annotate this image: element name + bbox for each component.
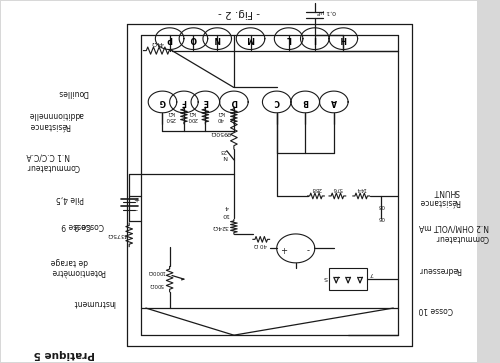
Text: +: + bbox=[134, 195, 140, 201]
Text: 4: 4 bbox=[224, 204, 228, 209]
Text: O: O bbox=[190, 34, 196, 43]
Text: Commutateur
N.1 C.C/C.A: Commutateur N.1 C.C/C.A bbox=[26, 152, 79, 171]
Text: I: I bbox=[314, 34, 316, 43]
Text: P: P bbox=[167, 34, 172, 43]
Text: 7: 7 bbox=[369, 271, 373, 276]
Text: 06: 06 bbox=[378, 215, 385, 220]
Text: A: A bbox=[331, 97, 337, 106]
Text: Douilles: Douilles bbox=[58, 89, 88, 97]
Text: 4375Ω: 4375Ω bbox=[107, 232, 128, 237]
Text: +: + bbox=[280, 244, 287, 253]
Text: Résistance
additionnnelle: Résistance additionnnelle bbox=[29, 110, 84, 130]
Text: Pile 4,5: Pile 4,5 bbox=[56, 194, 84, 203]
Text: S: S bbox=[324, 275, 327, 280]
Text: 288: 288 bbox=[310, 185, 321, 191]
Text: 250
kΩ: 250 kΩ bbox=[166, 110, 176, 121]
Text: 08: 08 bbox=[378, 203, 385, 208]
Text: Cosse 10: Cosse 10 bbox=[418, 305, 453, 314]
Text: C: C bbox=[274, 97, 280, 106]
Text: Instrument: Instrument bbox=[72, 298, 115, 307]
Text: 200
kΩ: 200 kΩ bbox=[187, 110, 198, 121]
Text: 0,1 μF: 0,1 μF bbox=[317, 9, 336, 14]
Text: - Fig. 2 -: - Fig. 2 - bbox=[218, 8, 260, 19]
Text: 9950Ω: 9950Ω bbox=[210, 130, 231, 135]
Text: Commutateur
N.2 OHM/VOLT mA: Commutateur N.2 OHM/VOLT mA bbox=[418, 223, 488, 242]
Text: G: G bbox=[160, 97, 166, 106]
Text: Cosse 9: Cosse 9 bbox=[62, 221, 91, 230]
Bar bbox=[329, 268, 367, 290]
Text: 10: 10 bbox=[222, 212, 229, 217]
Text: L: L bbox=[286, 34, 291, 43]
Text: Cosse 9: Cosse 9 bbox=[74, 221, 104, 230]
Text: H: H bbox=[340, 34, 346, 43]
Text: Redresseur: Redresseur bbox=[418, 265, 462, 273]
Text: N: N bbox=[223, 154, 228, 159]
Text: Potentiomètre
de tarage: Potentiomètre de tarage bbox=[51, 257, 106, 276]
Text: 40
kΩ: 40 kΩ bbox=[217, 110, 224, 121]
Text: N: N bbox=[214, 34, 220, 43]
Text: 44Ω: 44Ω bbox=[152, 40, 164, 45]
Text: B: B bbox=[302, 97, 308, 106]
Text: 576: 576 bbox=[332, 185, 342, 191]
Text: Pratique 5: Pratique 5 bbox=[34, 349, 96, 359]
Text: 324Ω: 324Ω bbox=[212, 224, 229, 229]
Text: 1000Ω: 1000Ω bbox=[147, 269, 166, 274]
Text: 40 Ω: 40 Ω bbox=[254, 242, 268, 247]
Text: -: - bbox=[136, 205, 138, 212]
Text: E: E bbox=[202, 97, 208, 106]
Text: D: D bbox=[230, 97, 237, 106]
Text: Résistance
SHUNT: Résistance SHUNT bbox=[418, 187, 460, 207]
Text: 144: 144 bbox=[356, 185, 366, 191]
Text: 23: 23 bbox=[220, 148, 227, 153]
Text: 500Ω: 500Ω bbox=[149, 282, 164, 287]
Text: F: F bbox=[182, 97, 186, 106]
Text: M: M bbox=[246, 34, 254, 43]
Text: -: - bbox=[306, 244, 309, 253]
